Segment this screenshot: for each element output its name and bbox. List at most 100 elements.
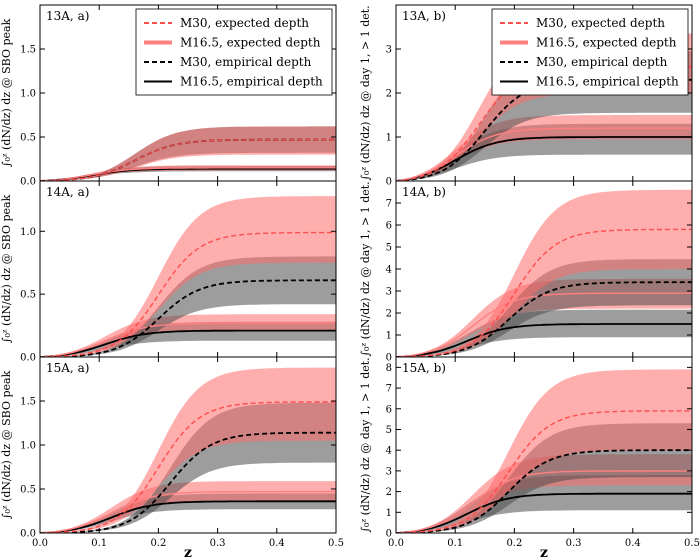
legend-label: M30, empirical depth bbox=[536, 55, 668, 69]
y-tick-label: 1.0 bbox=[20, 227, 36, 238]
line-m165-expected bbox=[396, 127, 692, 181]
line-m165-empirical bbox=[396, 136, 692, 181]
y-axis-label: ∫₀ᶻ (dN/dz) dz @ SBO peak bbox=[0, 18, 13, 167]
panel-14a: 0.0 0.5 1.0 ∫₀ᶻ (dN/dz) dz @ SBO peak 14A, a… bbox=[0, 180, 337, 364]
y-tick-label: 4 bbox=[386, 265, 392, 276]
y-tick-label: 0.5 bbox=[20, 290, 36, 301]
band-m30-expected bbox=[40, 126, 336, 181]
y-axis-label: ∫₀ᶻ (dN/dz) dz @ day 1, > 1 det. bbox=[359, 5, 372, 180]
band-m165-empirical bbox=[40, 493, 336, 533]
y-tick-label: 0.5 bbox=[20, 485, 36, 496]
band-m30-empirical bbox=[396, 259, 692, 357]
panel-13a: 0.0 0.5 1.0 1.5 ∫₀ᶻ (dN/dz) dz @ SBO peak 13A… bbox=[0, 4, 337, 188]
y-tick-label: 1.5 bbox=[20, 397, 36, 408]
y-tick-label: 5 bbox=[386, 243, 392, 254]
y-tick-label: 0 bbox=[386, 177, 392, 188]
line-m30-expected bbox=[396, 228, 692, 357]
panel-14b: 0 1 2 3 4 5 6 7 ∫₀ᶻ (dN/dz) dz @ day 1, > 1 det.… bbox=[359, 180, 693, 364]
y-tick-label: 1 bbox=[386, 508, 392, 519]
band-m165-expected bbox=[40, 314, 336, 357]
x-tick-label: 0.2 bbox=[150, 538, 166, 549]
line-m165-expected bbox=[396, 292, 692, 357]
y-axis-label: ∫₀ᶻ (dN/dz) dz @ day 1, > 1 det. bbox=[359, 357, 372, 532]
panel-frame bbox=[395, 356, 693, 534]
y-tick-label: 0 bbox=[386, 529, 392, 540]
panel-title: 14A, b) bbox=[402, 185, 446, 199]
y-tick-label: 6 bbox=[386, 221, 392, 232]
y-tick-label: 4 bbox=[386, 446, 392, 457]
line-m165-expected bbox=[40, 322, 336, 357]
legend-label: M30, empirical depth bbox=[180, 55, 312, 69]
line-m165-empirical bbox=[40, 500, 336, 533]
line-m30-expected bbox=[40, 138, 336, 181]
line-m165-expected bbox=[396, 470, 692, 533]
band-m30-expected bbox=[396, 189, 692, 357]
y-axis-label: ∫₀ᶻ (dN/dz) dz @ SBO peak bbox=[0, 370, 13, 519]
line-m30-expected bbox=[396, 410, 692, 533]
legend: M30, expected depth M16.5, expected depth… bbox=[135, 8, 333, 96]
y-tick-label: 7 bbox=[386, 384, 392, 395]
y-tick-label: 0.0 bbox=[20, 177, 36, 188]
x-tick-label: 0.1 bbox=[447, 538, 463, 549]
x-tick-label: 0.3 bbox=[210, 538, 226, 549]
legend-label: M16.5, empirical depth bbox=[180, 75, 323, 89]
line-m165-expected bbox=[40, 490, 336, 533]
y-tick-label: 1.0 bbox=[20, 441, 36, 452]
panel-15b: 0.0 0.1 0.2 0.3 0.4 0.5 0 1 2 3 4 5 6 7 8 ∫₀ᶻ (dN/dz) d… bbox=[359, 356, 700, 549]
y-tick-label: 3 bbox=[386, 45, 392, 56]
legend-label: M16.5, expected depth bbox=[536, 36, 677, 50]
x-axis-label: z bbox=[540, 545, 548, 560]
panel-13b: 0 1 2 3 ∫₀ᶻ (dN/dz) dz @ day 1, > 1 det. 13A,… bbox=[359, 4, 693, 188]
panel-title: 13A, a) bbox=[46, 9, 89, 23]
x-tick-label: 0.4 bbox=[269, 538, 285, 549]
panel-title: 14A, a) bbox=[46, 185, 89, 199]
y-tick-label: 7 bbox=[386, 199, 392, 210]
line-m30-empirical bbox=[40, 431, 336, 533]
y-tick-label: 1.0 bbox=[20, 89, 36, 100]
line-m165-empirical bbox=[396, 492, 692, 533]
x-tick-label: 0.3 bbox=[566, 538, 582, 549]
panel-title: 15A, b) bbox=[402, 361, 446, 375]
line-m30-empirical bbox=[40, 279, 336, 357]
x-tick-label: 0.5 bbox=[684, 538, 700, 549]
y-axis-label: ∫₀ᶻ (dN/dz) dz @ day 1, > 1 det. bbox=[359, 181, 372, 356]
line-m165-empirical bbox=[40, 329, 336, 357]
line-m30-empirical bbox=[396, 281, 692, 357]
band-m30-expected bbox=[396, 369, 692, 533]
y-tick-label: 2 bbox=[386, 89, 392, 100]
x-tick-label: 0.0 bbox=[388, 538, 404, 549]
band-m30-expected bbox=[40, 367, 336, 533]
panel-15a: 0.0 0.1 0.2 0.3 0.4 0.5 0.0 0.5 1.0 1.5 ∫₀ᶻ (dN/dz… bbox=[0, 356, 344, 549]
y-tick-label: 0.0 bbox=[20, 529, 36, 540]
legend-label: M16.5, expected depth bbox=[180, 36, 321, 50]
y-tick-label: 6 bbox=[386, 404, 392, 415]
y-tick-label: 3 bbox=[386, 287, 392, 298]
line-m30-expected bbox=[40, 231, 336, 357]
y-tick-label: 0 bbox=[386, 353, 392, 364]
y-tick-label: 0.0 bbox=[20, 353, 36, 364]
line-m30-expected bbox=[40, 401, 336, 533]
legend-label: M16.5, empirical depth bbox=[536, 75, 679, 89]
x-tick-label: 0.0 bbox=[32, 538, 48, 549]
band-m30-expected bbox=[40, 196, 336, 357]
legend: M30, expected depth M16.5, expected depth… bbox=[491, 8, 689, 96]
x-tick-label: 0.2 bbox=[506, 538, 522, 549]
y-tick-label: 1 bbox=[386, 133, 392, 144]
panel-title: 13A, b) bbox=[402, 9, 446, 23]
x-tick-label: 0.1 bbox=[91, 538, 107, 549]
legend-label: M30, expected depth bbox=[536, 16, 665, 30]
y-tick-label: 3 bbox=[386, 466, 392, 477]
y-axis-label: ∫₀ᶻ (dN/dz) dz @ SBO peak bbox=[0, 194, 13, 343]
panel-title: 15A, a) bbox=[46, 361, 89, 375]
y-tick-label: 5 bbox=[386, 425, 392, 436]
band-m165-expected bbox=[40, 481, 336, 533]
y-tick-label: 2 bbox=[386, 309, 392, 320]
y-tick-label: 8 bbox=[386, 363, 392, 374]
y-tick-label: 1 bbox=[386, 331, 392, 342]
line-m30-empirical bbox=[396, 449, 692, 533]
x-axis-label: z bbox=[184, 545, 192, 560]
band-m30-empirical bbox=[396, 423, 692, 533]
y-tick-label: 1.5 bbox=[20, 45, 36, 56]
y-tick-label: 2 bbox=[386, 487, 392, 498]
